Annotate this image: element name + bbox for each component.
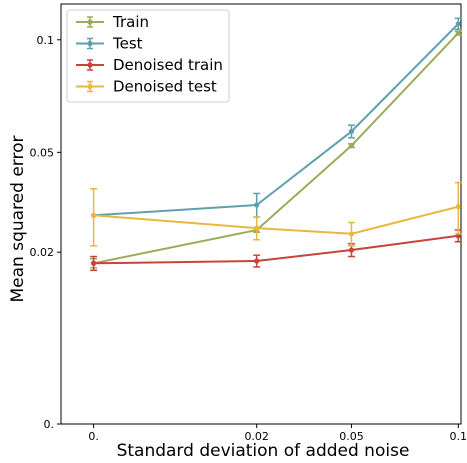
series-line-denoised-test [93,205,459,235]
data-point [91,260,97,266]
legend: Train Test Denoised train Denoised test [66,9,230,103]
data-point [348,143,355,149]
legend-swatch-marker [87,83,93,90]
legend-entry: Test [76,35,143,53]
plot-frame [60,3,462,425]
data-point [254,258,260,264]
series-layer [90,17,462,272]
y-axis-title: Mean squared error [8,136,28,303]
legend-swatch-marker [87,19,93,25]
series-line-test [93,23,460,217]
data-point [348,128,355,134]
data-point [455,204,461,210]
x-tick-label: 0.02 [244,430,269,443]
series-line-train [93,32,460,265]
legend-swatch-marker [87,62,93,68]
data-point [348,247,355,253]
x-tick-label: 0.1 [450,430,467,443]
series-denoised-test [90,181,462,247]
legend-label: Test [112,35,143,53]
data-point [348,231,355,237]
legend-label: Train [112,13,149,31]
x-tick-label: 0. [88,430,99,443]
y-tick-label: 0.1 [37,34,55,47]
x-tick-label: 0.05 [339,430,364,443]
data-point [455,30,461,36]
y-tick-label: 0. [44,418,55,431]
legend-entry: Denoised test [76,78,217,96]
legend-entry: Train [76,13,149,31]
data-point [455,21,461,27]
y-tick-label: 0.05 [30,146,55,159]
series-line-denoised-train [93,234,459,265]
legend-label: Denoised train [113,56,223,74]
y-tick-label: 0.02 [30,246,55,259]
axes: 0. 0.02 0.05 0.1 0. 0.02 0.05 0.1 [30,3,467,443]
data-point [254,225,260,231]
data-point [254,202,260,208]
series-denoised-train [90,229,462,272]
legend-entry: Denoised train [76,56,223,74]
legend-box [66,9,230,103]
x-axis-title: Standard deviation of added noise [117,441,410,461]
legend-label: Denoised test [113,78,217,96]
legend-swatch-marker [87,40,93,47]
data-point [91,212,97,218]
